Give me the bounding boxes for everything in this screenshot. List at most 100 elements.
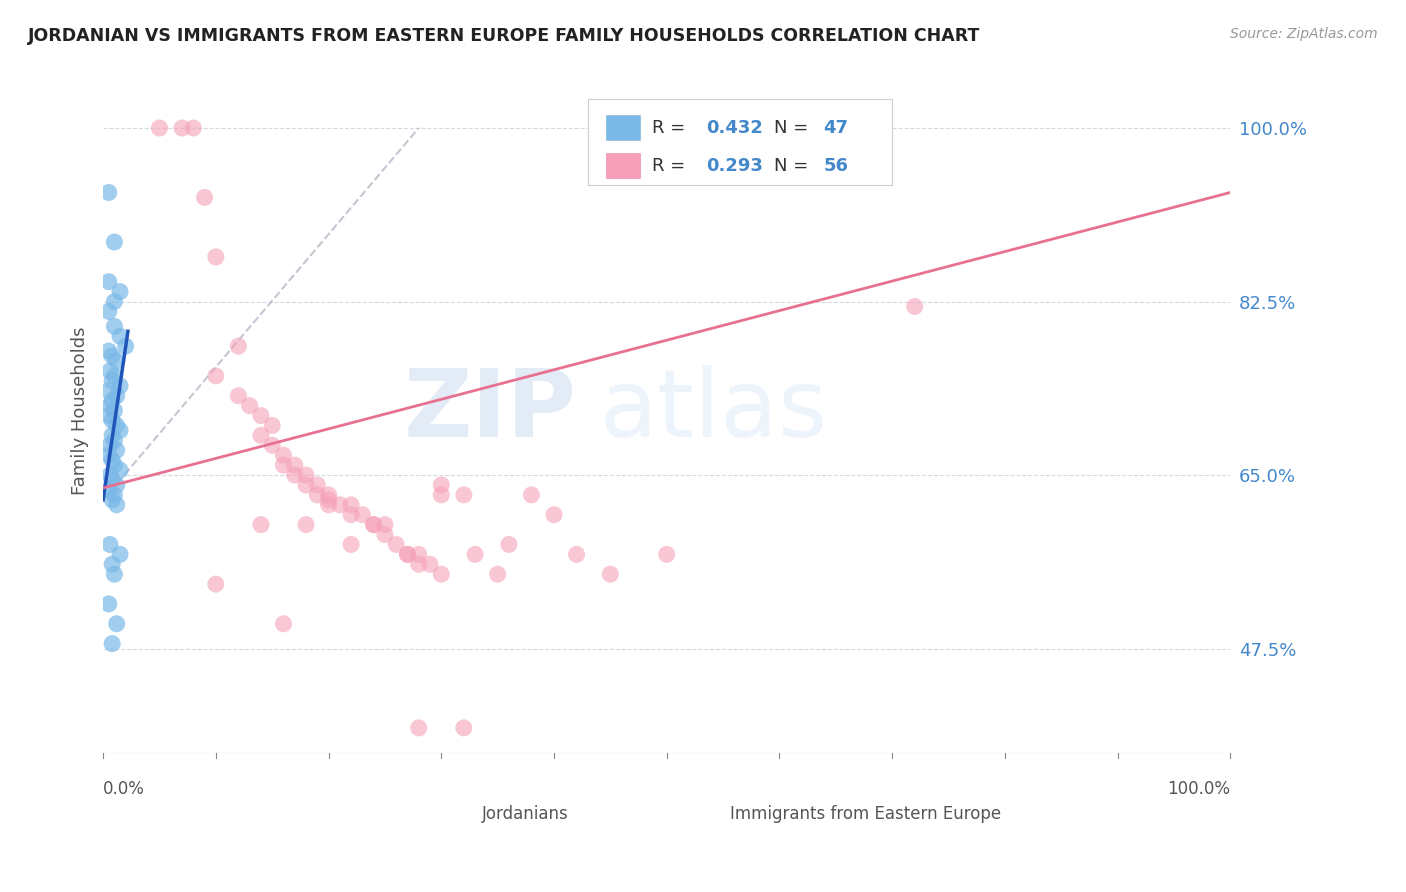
Point [318,492,340,507]
Text: 100.0%: 100.0% [1167,780,1230,798]
Point [374,527,396,541]
Point [250,409,273,423]
FancyBboxPatch shape [440,808,470,821]
Point [239,399,262,413]
Point [307,478,329,492]
Point [374,517,396,532]
Text: 56: 56 [824,157,848,175]
Point [105,354,128,368]
Point [103,567,125,582]
Point [205,368,228,383]
Point [101,473,124,487]
Point [228,389,250,403]
Point [295,478,318,492]
Point [98,468,121,483]
Point [520,488,543,502]
Point [464,547,486,561]
Point [273,458,295,472]
Point [194,190,217,204]
Point [108,285,131,299]
Point [396,547,419,561]
Point [170,121,193,136]
Point [105,498,128,512]
Point [103,294,125,309]
Point [408,547,430,561]
Point [565,547,588,561]
Point [250,428,273,442]
Point [97,304,120,318]
Point [98,537,121,551]
Text: Immigrants from Eastern Europe: Immigrants from Eastern Europe [730,805,1001,823]
Point [108,463,131,477]
Point [205,250,228,264]
Point [340,537,363,551]
Point [329,498,352,512]
FancyBboxPatch shape [606,115,640,140]
Text: R =: R = [652,157,692,175]
Point [363,517,385,532]
Point [105,478,128,492]
Point [904,300,927,314]
Text: ZIP: ZIP [404,365,576,457]
Point [105,443,128,458]
Point [340,508,363,522]
Point [101,637,124,651]
Point [101,453,124,467]
Text: 0.0%: 0.0% [103,780,145,798]
Point [430,488,453,502]
Point [363,517,385,532]
Point [486,567,509,582]
Text: R =: R = [652,119,692,136]
Point [430,567,453,582]
Point [295,468,318,483]
Point [543,508,565,522]
Point [103,368,125,383]
Point [97,275,120,289]
Point [408,558,430,572]
Point [103,458,125,472]
Point [262,438,284,452]
Point [262,418,284,433]
Point [103,235,125,249]
Point [307,488,329,502]
Point [108,424,131,438]
Point [98,438,121,452]
Point [108,329,131,343]
Text: 0.432: 0.432 [706,119,763,136]
Point [97,384,120,398]
Point [105,418,128,433]
Point [408,721,430,735]
Point [103,403,125,417]
Text: JORDANIAN VS IMMIGRANTS FROM EASTERN EUROPE FAMILY HOUSEHOLDS CORRELATION CHART: JORDANIAN VS IMMIGRANTS FROM EASTERN EUR… [28,27,980,45]
Point [453,488,475,502]
Point [498,537,520,551]
Text: N =: N = [773,119,814,136]
Point [340,498,363,512]
Text: Jordanians: Jordanians [482,805,568,823]
Point [419,558,441,572]
FancyBboxPatch shape [688,808,717,821]
Point [101,558,124,572]
Point [228,339,250,353]
Y-axis label: Family Households: Family Households [72,326,89,495]
Point [103,319,125,334]
Point [273,448,295,462]
Point [98,364,121,378]
Point [352,508,374,522]
Point [101,492,124,507]
Point [105,389,128,403]
Point [114,339,136,353]
Point [453,721,475,735]
Point [599,567,621,582]
Point [108,547,131,561]
Text: atlas: atlas [599,365,827,457]
Point [250,517,273,532]
Point [103,488,125,502]
Point [318,488,340,502]
Point [101,428,124,442]
Point [97,409,120,423]
Point [295,517,318,532]
Point [318,498,340,512]
Point [97,448,120,462]
Point [101,349,124,363]
